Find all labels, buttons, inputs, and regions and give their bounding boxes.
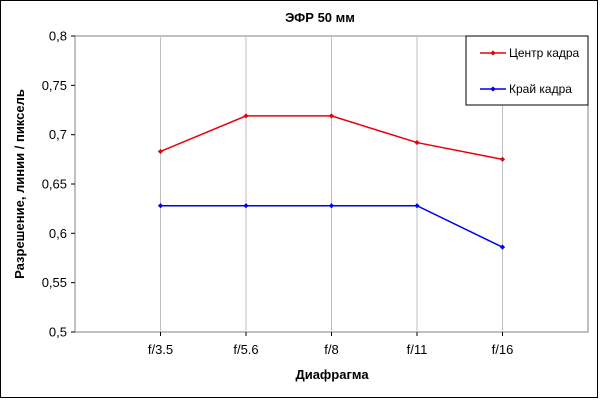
y-axis-title: Разрешение, линии / пиксель [12, 89, 27, 279]
x-axis-title: Диафрагма [295, 367, 369, 382]
data-point [157, 148, 164, 155]
x-tick-label: f/16 [492, 342, 514, 357]
data-point [243, 203, 249, 209]
data-point [328, 203, 335, 209]
x-axis: f/3.5 f/5.6 f/8 f/11 f/16 [148, 332, 513, 357]
data-point [157, 203, 164, 209]
legend-marker [490, 86, 496, 92]
data-point [328, 113, 335, 119]
legend-box [465, 35, 589, 106]
y-tick-label: 0,55 [42, 275, 67, 290]
legend-label: Центр кадра [509, 46, 580, 60]
data-point [243, 113, 249, 119]
x-tick-label: f/3.5 [148, 342, 173, 357]
legend-marker [490, 50, 496, 56]
legend: Центр кадра Край кадра [465, 35, 589, 106]
y-tick-label: 0,7 [49, 127, 67, 142]
series-group [157, 113, 506, 250]
data-point [414, 139, 420, 146]
y-tick-label: 0,6 [49, 226, 67, 241]
x-tick-label: f/8 [324, 342, 338, 357]
x-tick-label: f/5.6 [233, 342, 258, 357]
legend-label: Край кадра [509, 82, 572, 96]
y-tick-label: 0,65 [42, 177, 67, 192]
y-tick-label: 0,75 [42, 78, 67, 93]
data-point [499, 156, 506, 162]
chart-title: ЭФР 50 мм [285, 10, 355, 25]
y-axis: 0,5 0,55 0,6 0,65 0,7 0,75 0,8 [42, 29, 75, 340]
x-tick-label: f/11 [407, 342, 428, 357]
data-point [414, 203, 420, 209]
y-tick-label: 0,8 [49, 29, 67, 44]
y-tick-label: 0,5 [49, 325, 67, 340]
data-point [499, 244, 506, 250]
